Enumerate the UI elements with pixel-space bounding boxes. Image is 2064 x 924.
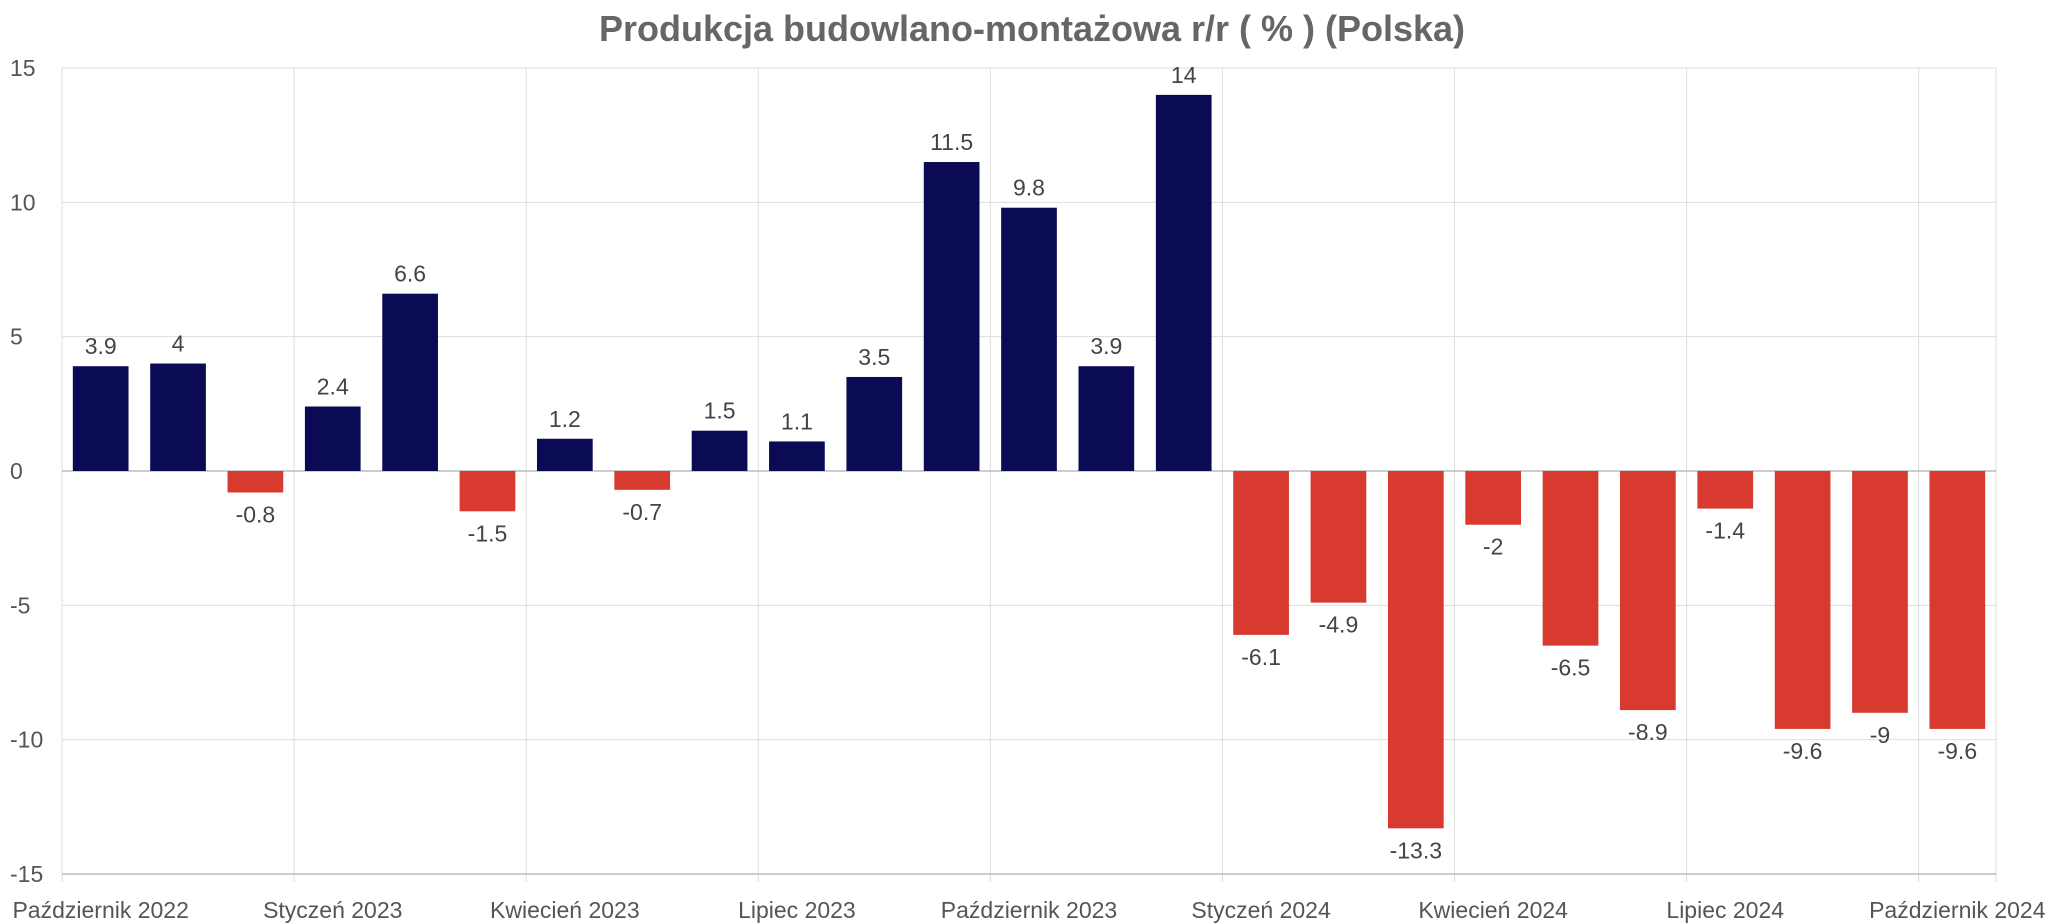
bar <box>72 366 129 471</box>
x-tick-label: Październik 2023 <box>941 897 1117 923</box>
data-label: -6.5 <box>1551 655 1591 681</box>
data-labels: 3.9 4 -0.8 2.4 6.6 -1.5 1.2 -0.7 1.5 1.1 3.5 11.5 9.… <box>85 62 1977 863</box>
data-label: -8.9 <box>1628 719 1668 745</box>
chart-title: Produkcja budowlano-montażowa r/r ( % ) … <box>598 8 1466 49</box>
x-tick-label: Styczeń 2024 <box>1191 897 1331 923</box>
data-label: -4.9 <box>1319 612 1359 638</box>
data-label: -6.1 <box>1241 644 1281 670</box>
bar <box>1542 471 1599 646</box>
data-label: -1.5 <box>468 520 508 546</box>
y-tick-label: -10 <box>10 727 43 753</box>
bar <box>846 376 903 471</box>
bar <box>923 162 980 472</box>
x-tick-label: Październik 2022 <box>12 897 188 923</box>
bar <box>1001 207 1057 471</box>
x-tick-label: Październik 2024 <box>1869 897 2046 923</box>
y-tick-label: -5 <box>10 592 30 618</box>
bar <box>769 441 825 471</box>
y-tick-label: 5 <box>10 324 23 350</box>
y-axis: 15 10 5 0 -5 -10 -15 <box>10 55 43 887</box>
bar <box>1387 471 1444 829</box>
bars <box>72 94 1986 829</box>
data-label: 6.6 <box>394 261 426 287</box>
bar <box>304 406 361 471</box>
data-label: 1.1 <box>781 408 813 434</box>
data-label: 4 <box>172 331 185 357</box>
bar <box>1852 471 1908 713</box>
y-tick-label: 15 <box>10 55 36 81</box>
bar <box>382 293 438 471</box>
data-label: -9.6 <box>1937 738 1977 764</box>
x-tick-label: Lipiec 2023 <box>738 897 856 923</box>
bar <box>1310 471 1367 603</box>
bar <box>691 430 748 471</box>
x-tick-label: Kwiecień 2023 <box>490 897 640 923</box>
data-label: 14 <box>1171 62 1197 88</box>
data-label: 1.2 <box>549 406 581 432</box>
data-label: -0.8 <box>236 501 276 527</box>
bar <box>1929 471 1986 729</box>
y-tick-label: 0 <box>10 458 23 484</box>
data-label: 3.9 <box>85 333 117 359</box>
bar <box>459 471 516 512</box>
bar <box>1620 471 1676 711</box>
data-label: 3.5 <box>858 344 890 370</box>
data-label: -9 <box>1870 722 1890 748</box>
x-axis: Październik 2022 Styczeń 2023 Kwiecień 202… <box>12 897 2045 923</box>
bar <box>614 471 671 490</box>
data-label: -1.4 <box>1705 518 1745 544</box>
data-label: 9.8 <box>1013 175 1045 201</box>
x-tick-label: Kwiecień 2024 <box>1418 897 1568 923</box>
data-label: 1.5 <box>704 398 736 424</box>
x-tick-label: Styczeń 2023 <box>263 897 402 923</box>
bar <box>1465 471 1522 525</box>
y-tick-label: -15 <box>10 861 43 887</box>
data-label: 2.4 <box>317 374 349 400</box>
data-label: -13.3 <box>1390 837 1442 863</box>
bar <box>150 363 206 471</box>
data-label: -0.7 <box>622 499 662 525</box>
bar <box>1697 471 1754 509</box>
data-label: -2 <box>1483 534 1503 560</box>
data-label: 3.9 <box>1090 333 1122 359</box>
bar <box>1774 471 1831 729</box>
data-label: -9.6 <box>1783 738 1823 764</box>
bar <box>1078 366 1135 471</box>
data-label: 11.5 <box>930 129 973 155</box>
y-tick-label: 10 <box>10 189 36 215</box>
bar <box>227 471 284 493</box>
bar <box>536 438 593 471</box>
bar <box>1155 94 1212 471</box>
bar <box>1233 471 1289 635</box>
x-tick-label: Lipiec 2024 <box>1666 897 1784 923</box>
